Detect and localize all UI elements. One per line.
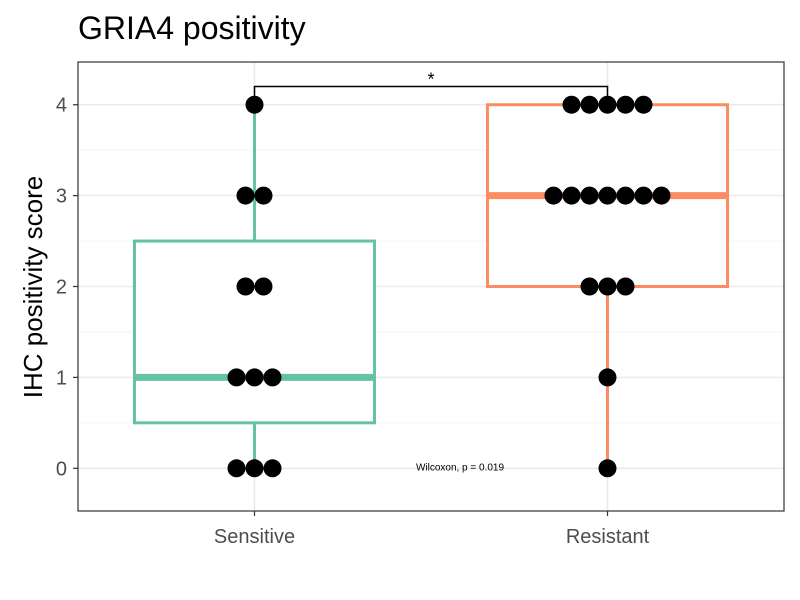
y-tick-label: 1: [56, 367, 67, 389]
data-point: [652, 186, 671, 205]
data-point: [236, 277, 255, 296]
data-point: [616, 95, 635, 114]
x-tick-label: Resistant: [566, 526, 650, 548]
data-point: [598, 368, 617, 387]
y-axis-title: IHC positivity score: [18, 176, 48, 399]
data-point: [598, 459, 617, 478]
annotations: * Wilcoxon, p = 0.019: [253, 70, 609, 473]
data-point: [263, 459, 282, 478]
data-point: [227, 459, 246, 478]
significance-marker: *: [427, 70, 434, 90]
data-point: [634, 186, 653, 205]
data-point: [263, 368, 282, 387]
data-points: [227, 95, 671, 478]
y-tick-label: 3: [56, 186, 67, 208]
box-iqr: [132, 239, 377, 425]
data-point: [616, 186, 635, 205]
data-point: [227, 368, 246, 387]
data-point: [544, 186, 563, 205]
y-axis: 0 1 2 3 4: [56, 95, 78, 480]
boxes: [132, 103, 730, 469]
x-axis: Sensitive Resistant: [214, 511, 650, 548]
data-point: [616, 277, 635, 296]
data-point: [254, 277, 273, 296]
data-point: [254, 186, 273, 205]
data-point: [562, 95, 581, 114]
test-annotation: Wilcoxon, p = 0.019: [416, 462, 505, 473]
data-point: [245, 368, 264, 387]
data-point: [598, 186, 617, 205]
data-point: [598, 277, 617, 296]
x-tick-label: Sensitive: [214, 526, 295, 548]
data-point: [580, 186, 599, 205]
data-point: [598, 95, 617, 114]
data-point: [580, 95, 599, 114]
y-tick-label: 2: [56, 277, 67, 299]
data-point: [245, 95, 264, 114]
y-tick-label: 4: [56, 95, 67, 117]
data-point: [580, 277, 599, 296]
y-tick-label: 0: [56, 458, 67, 480]
data-point: [245, 459, 264, 478]
data-point: [634, 95, 653, 114]
chart-title: GRIA4 positivity: [78, 10, 306, 46]
data-point: [562, 186, 581, 205]
significance-bracket: [253, 85, 609, 101]
data-point: [236, 186, 255, 205]
